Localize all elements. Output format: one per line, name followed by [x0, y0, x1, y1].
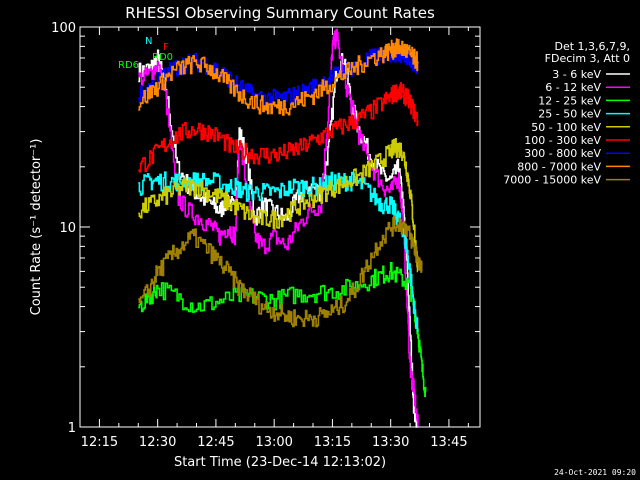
legend-label-50-100-kev: 50 - 100 keV — [531, 121, 601, 134]
legend-label-100-300-kev: 100 - 300 keV — [524, 134, 601, 147]
x-axis-label: Start Time (23-Dec-14 12:13:02) — [174, 455, 386, 470]
x-tick-label-13-30: 13:30 — [372, 435, 409, 450]
legend-label-7000-15000-kev: 7000 - 15000 keV — [503, 174, 601, 187]
y-tick-label-10: 10 — [59, 221, 76, 236]
series-50-100-kev — [138, 138, 419, 273]
series-6-12-kev — [138, 28, 419, 427]
y-axis-label: Count Rate (s⁻¹ detector⁻¹) — [29, 139, 44, 316]
timestamp: 24-Oct-2021 09:20 — [554, 468, 636, 477]
x-tick-label-13-00: 13:00 — [255, 435, 292, 450]
legend-label-800-7000-kev: 800 - 7000 keV — [517, 160, 601, 173]
legend-label-12-25-kev: 12 - 25 keV — [538, 94, 601, 107]
legend-label-3-6-kev: 3 - 6 keV — [552, 68, 601, 81]
series-7000-15000-kev — [138, 215, 423, 328]
y-tick-label-100: 100 — [51, 21, 76, 36]
legend: Det 1,3,6,7,9,FDecim 3, Att 0 3 - 6 keV6 … — [503, 40, 630, 187]
annotation-n: N — [145, 36, 152, 47]
series-12-25-kev — [138, 262, 427, 398]
series-100-300-kev — [138, 82, 419, 173]
legend-label-300-800-kev: 300 - 800 keV — [524, 147, 601, 160]
plot-area: FN RD6 RD0 — [118, 28, 427, 428]
annotation-rd0: RD0 — [152, 52, 173, 63]
legend-label-25-50-kev: 25 - 50 keV — [538, 108, 601, 121]
annotation-rd6: RD6 — [118, 60, 139, 71]
x-tick-label-12-30: 12:30 — [139, 435, 176, 450]
x-tick-label-12-15: 12:15 — [81, 435, 118, 450]
legend-label-6-12-kev: 6 - 12 keV — [545, 81, 601, 94]
chart-title: RHESSI Observing Summary Count Rates — [125, 4, 435, 22]
y-tick-label-1: 1 — [68, 421, 76, 436]
x-tick-label-12-45: 12:45 — [197, 435, 234, 450]
series-300-800-kev — [138, 42, 419, 109]
x-tick-label-13-15: 13:15 — [314, 435, 351, 450]
series-800-7000-kev — [138, 38, 419, 116]
annotation-f: F — [163, 42, 169, 53]
legend-header-line: FDecim 3, Att 0 — [545, 52, 630, 65]
legend-header-line: Det 1,3,6,7,9, — [554, 40, 630, 53]
x-tick-label-13-45: 13:45 — [430, 435, 467, 450]
axis-ticks: 12:15 12:30 12:45 13:00 13:15 13:30 13:45 1 10 10… — [51, 21, 480, 450]
